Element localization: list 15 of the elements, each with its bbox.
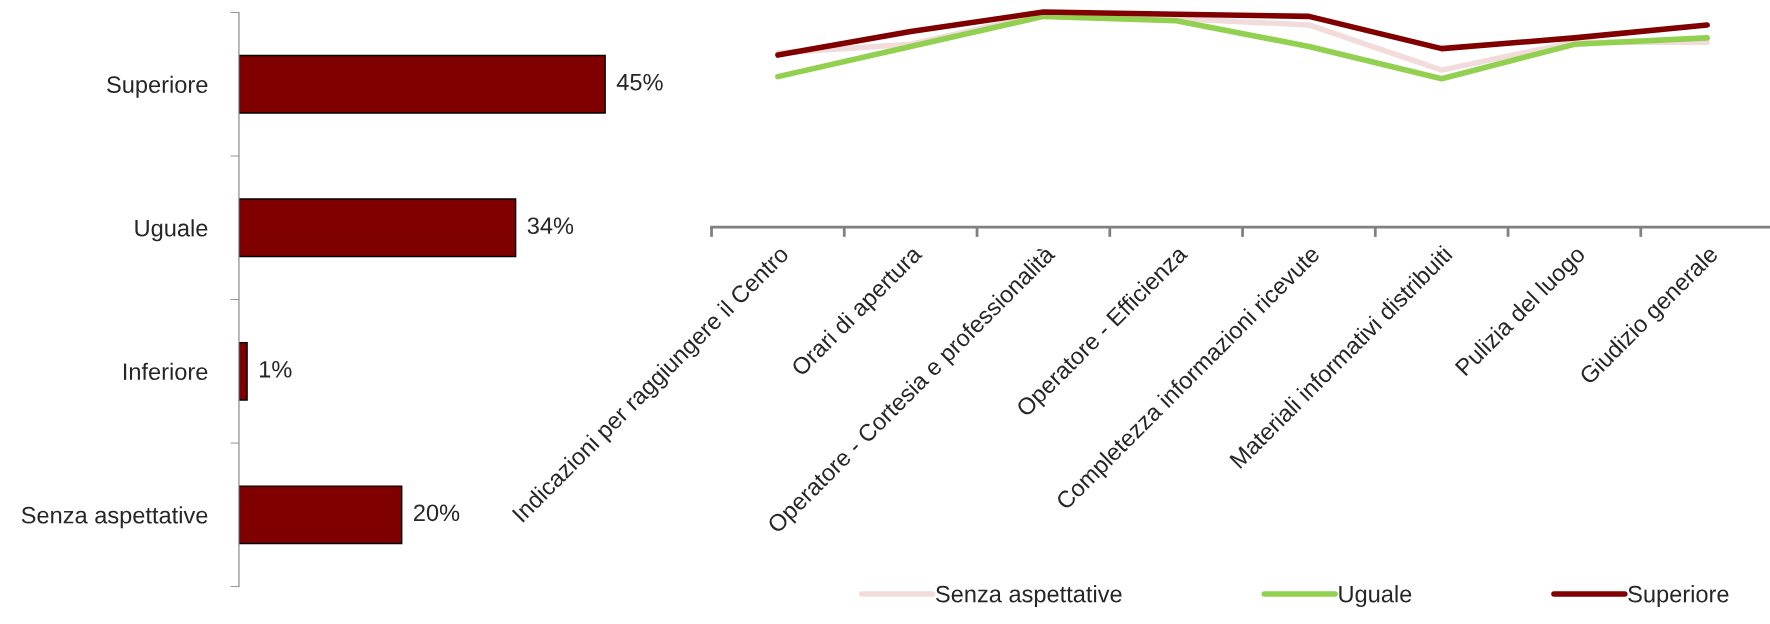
data-label: 45% [616,73,663,91]
legend-label: Superiore [1628,585,1729,608]
y-tick-label: Inferiore [123,362,208,381]
y-tick-label: Uguale [135,219,208,242]
data-label: 20% [414,504,460,522]
legend-label: Uguale [1339,585,1412,608]
bar [238,54,606,114]
data-label: 1% [260,361,292,378]
data-label: 34% [527,217,574,235]
bar [238,198,517,258]
legend-label: Senza aspettative [936,585,1122,608]
y-tick-label: Senza aspettative [21,506,208,529]
bar [238,341,248,401]
y-tick-label: Superiore [107,75,208,98]
bar [238,485,403,545]
